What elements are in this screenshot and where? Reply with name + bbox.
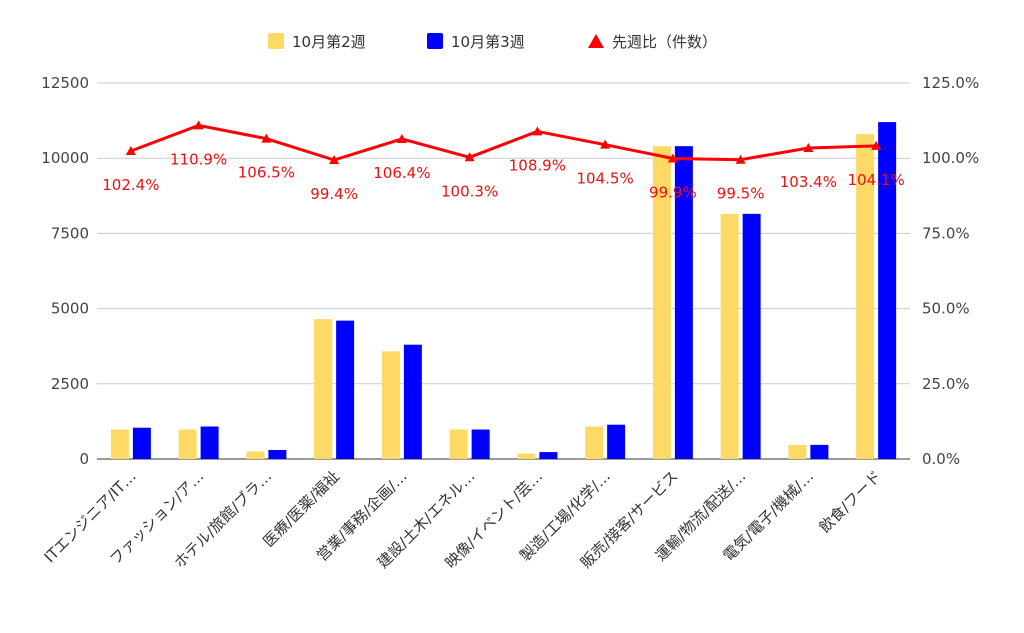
bar-2 <box>268 449 287 459</box>
line-marker <box>803 142 814 152</box>
line-marker <box>261 133 272 143</box>
bar-2 <box>810 444 829 459</box>
right-axis-tick-label: 75.0% <box>922 224 970 242</box>
bar-1 <box>381 351 400 459</box>
bar-2 <box>878 122 897 459</box>
category-label: 飲食/フード <box>816 467 885 536</box>
line-data-label: 104.1% <box>848 171 905 189</box>
left-axis-tick-label: 2500 <box>51 375 89 393</box>
right-axis-tick-label: 125.0% <box>922 74 979 92</box>
line-data-label: 106.5% <box>238 164 295 182</box>
bar-2 <box>742 213 761 459</box>
bar-2 <box>471 429 490 459</box>
bar-1 <box>585 426 604 459</box>
line-marker <box>125 145 136 155</box>
left-axis-tick-label: 7500 <box>51 224 89 242</box>
line-data-label: 104.5% <box>577 170 634 188</box>
gridlines <box>97 82 910 460</box>
line-marker <box>735 154 746 164</box>
legend-label: 先週比（件数） <box>612 33 717 51</box>
line-marker <box>871 140 882 150</box>
line-data-label: 102.4% <box>102 176 159 194</box>
bar-2 <box>674 146 693 459</box>
bar-2 <box>200 426 219 459</box>
bar-2 <box>539 452 558 459</box>
line-data-label: 99.4% <box>310 185 358 203</box>
left-axis-tick-label: 10000 <box>41 149 89 167</box>
line-data-label: 99.9% <box>649 184 697 202</box>
bar-2 <box>607 424 626 459</box>
line-data-label: 99.5% <box>717 185 765 203</box>
right-axis-tick-label: 0.0% <box>922 450 960 468</box>
line-marker <box>396 133 407 143</box>
bar-1 <box>788 444 807 459</box>
line-marker <box>193 120 204 130</box>
left-axis-ticks: 0 2500 5000 7500 10000 12500 <box>41 74 89 468</box>
line-marker <box>329 155 340 165</box>
bar-1 <box>449 429 468 459</box>
line-data-label: 108.9% <box>509 156 566 174</box>
left-axis-tick-label: 12500 <box>41 74 89 92</box>
bar-1 <box>178 429 197 459</box>
bar-2 <box>403 344 422 459</box>
bar-1 <box>246 451 265 459</box>
right-axis-ticks: 0.0% 25.0% 50.0% 75.0% 100.0% 125.0% <box>922 74 979 468</box>
line-data-label: 106.4% <box>373 164 430 182</box>
legend-marker-1 <box>268 33 284 49</box>
right-axis-tick-label: 100.0% <box>922 149 979 167</box>
bar-1 <box>314 319 333 459</box>
line-path <box>130 123 877 162</box>
legend-marker-2 <box>427 33 443 49</box>
bar-1 <box>517 453 536 459</box>
bar-1 <box>856 134 875 460</box>
line-data-labels: 102.4% 110.9% 106.5% 99.4% 106.4% 100.3% 108.9… <box>102 150 904 203</box>
line-data-label: 100.3% <box>441 182 498 200</box>
legend-label: 10月第3週 <box>451 33 525 51</box>
line-marker <box>600 139 611 149</box>
line-marker <box>532 126 543 136</box>
legend-label: 10月第2週 <box>292 33 366 51</box>
chart-legend: 10月第2週 10月第3週 先週比（件数） <box>268 33 717 51</box>
bar-1 <box>110 429 129 459</box>
left-axis-tick-label: 5000 <box>51 300 89 318</box>
line-marker <box>667 153 678 163</box>
bar-1 <box>720 213 739 459</box>
left-axis-tick-label: 0 <box>79 450 89 468</box>
line-data-label: 103.4% <box>780 173 837 191</box>
line-series <box>125 120 882 165</box>
bar-2 <box>132 427 151 459</box>
right-axis-tick-label: 25.0% <box>922 375 970 393</box>
bar-1 <box>652 146 671 459</box>
line-marker <box>464 152 475 162</box>
right-axis-tick-label: 50.0% <box>922 300 970 318</box>
bar-series <box>110 122 897 460</box>
category-axis-labels: ITエンジニア/IT…ファッション/ア…ホテル/旅館/ブラ…医療/医薬/福祉営業… <box>41 467 885 572</box>
bar-2 <box>336 320 355 459</box>
line-data-label: 110.9% <box>170 150 227 168</box>
legend-marker-line <box>588 34 604 48</box>
